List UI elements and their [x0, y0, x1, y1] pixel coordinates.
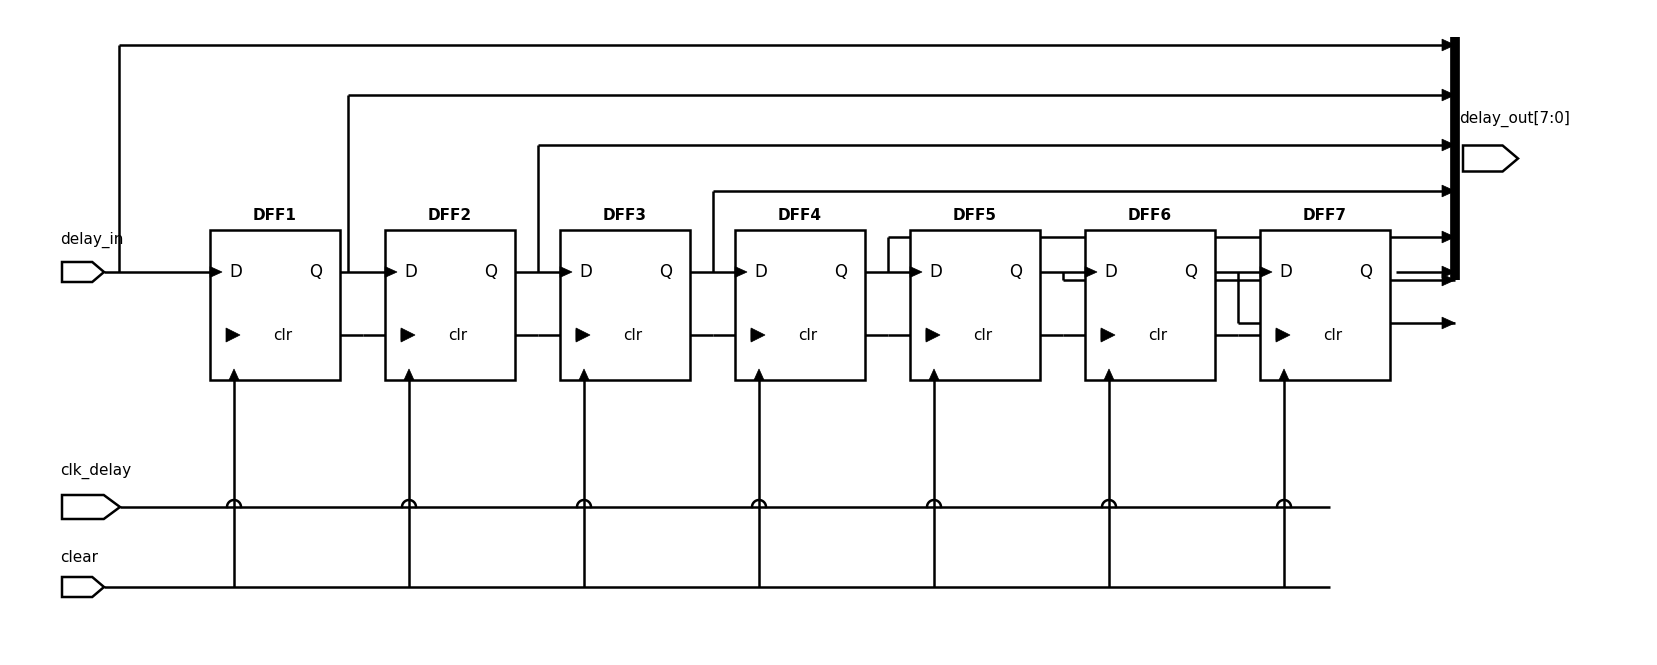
Bar [736, 230, 865, 380]
Text: DFF4: DFF4 [779, 209, 822, 223]
Text: DFF7: DFF7 [1302, 209, 1347, 223]
Bar [910, 230, 1041, 380]
Polygon shape [751, 328, 766, 342]
Polygon shape [225, 328, 240, 342]
Text: DFF2: DFF2 [428, 209, 472, 223]
Polygon shape [210, 267, 222, 277]
Text: delay_out[7:0]: delay_out[7:0] [1460, 110, 1569, 126]
Polygon shape [1104, 369, 1114, 380]
Polygon shape [1442, 266, 1455, 278]
Text: clr: clr [1148, 327, 1168, 342]
Text: clr: clr [973, 327, 993, 342]
Text: clr: clr [623, 327, 643, 342]
Text: clr: clr [1324, 327, 1342, 342]
Polygon shape [930, 369, 940, 380]
Text: D: D [580, 263, 593, 281]
Polygon shape [1276, 328, 1291, 342]
Polygon shape [384, 267, 398, 277]
Text: Q: Q [659, 263, 673, 281]
Polygon shape [1463, 146, 1518, 172]
Text: D: D [404, 263, 418, 281]
Text: Q: Q [1009, 263, 1022, 281]
Polygon shape [577, 328, 590, 342]
Polygon shape [1100, 330, 1114, 340]
Polygon shape [754, 369, 764, 380]
Bar [210, 230, 340, 380]
Polygon shape [1442, 139, 1455, 151]
Polygon shape [61, 262, 104, 282]
Text: D: D [754, 263, 767, 281]
Polygon shape [1442, 231, 1455, 243]
Polygon shape [926, 328, 940, 342]
Text: Q: Q [484, 263, 497, 281]
Bar [384, 230, 515, 380]
Bar [1259, 230, 1390, 380]
Polygon shape [1279, 369, 1289, 380]
Text: D: D [1279, 263, 1292, 281]
Polygon shape [751, 330, 762, 340]
Polygon shape [1085, 267, 1097, 277]
Text: delay_in: delay_in [60, 232, 123, 248]
Bar [1085, 230, 1215, 380]
Text: Q: Q [835, 263, 847, 281]
Polygon shape [1442, 89, 1455, 101]
Polygon shape [1442, 39, 1455, 51]
Text: clk_delay: clk_delay [60, 463, 131, 479]
Polygon shape [1442, 185, 1455, 197]
Text: clear: clear [60, 549, 98, 565]
Bar [560, 230, 689, 380]
Text: clr: clr [799, 327, 817, 342]
Text: Q: Q [1359, 263, 1372, 281]
Polygon shape [404, 369, 414, 380]
Polygon shape [61, 577, 104, 597]
Polygon shape [1442, 274, 1455, 286]
Text: DFF3: DFF3 [603, 209, 646, 223]
Polygon shape [736, 267, 747, 277]
Polygon shape [229, 369, 239, 380]
Text: Q: Q [1185, 263, 1198, 281]
Polygon shape [401, 330, 413, 340]
Text: clr: clr [273, 327, 293, 342]
Text: Q: Q [310, 263, 323, 281]
Text: clr: clr [449, 327, 467, 342]
Text: D: D [230, 263, 242, 281]
Polygon shape [578, 369, 588, 380]
Text: D: D [1105, 263, 1117, 281]
Text: DFF6: DFF6 [1128, 209, 1171, 223]
Polygon shape [61, 495, 119, 519]
Text: DFF1: DFF1 [254, 209, 297, 223]
Text: DFF5: DFF5 [953, 209, 998, 223]
Polygon shape [910, 267, 921, 277]
Polygon shape [560, 267, 572, 277]
Polygon shape [401, 328, 414, 342]
Polygon shape [926, 330, 938, 340]
Polygon shape [1100, 328, 1115, 342]
Polygon shape [1259, 267, 1273, 277]
Polygon shape [1442, 317, 1455, 329]
Polygon shape [577, 330, 588, 340]
Text: D: D [930, 263, 943, 281]
Polygon shape [1276, 330, 1287, 340]
